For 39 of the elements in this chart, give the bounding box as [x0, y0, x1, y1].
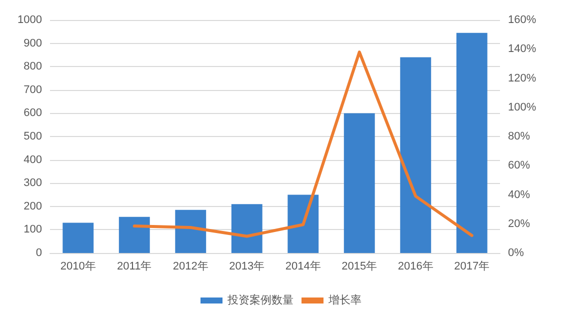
bar — [288, 194, 319, 253]
y-tick-label: 800 — [24, 60, 42, 73]
legend-label: 增长率 — [328, 294, 362, 306]
y2-tick-label: 160% — [508, 14, 536, 26]
y2-tick-label: 60% — [508, 160, 530, 172]
y2-tick-label: 40% — [508, 188, 530, 201]
bar — [456, 32, 488, 253]
x-tick-label: 2011年 — [117, 260, 152, 272]
y2-tick-label: 140% — [508, 43, 536, 56]
bar — [400, 57, 432, 253]
bar — [62, 222, 94, 253]
y2-tick-label: 20% — [508, 218, 530, 230]
x-tick-label: 2014年 — [285, 260, 321, 272]
y-tick-label: 0 — [36, 247, 42, 259]
y2-tick-label: 100% — [508, 101, 536, 114]
y-tick-label: 300 — [24, 177, 42, 190]
y2-tick-label: 0% — [508, 247, 524, 259]
y-tick-label: 200 — [24, 200, 42, 212]
x-tick-label: 2016年 — [398, 260, 434, 272]
bar — [344, 113, 375, 253]
x-tick-label: 2013年 — [229, 260, 265, 272]
y-tick-label: 400 — [24, 154, 42, 166]
y2-tick-label: 80% — [508, 130, 530, 142]
y2-tick-label: 120% — [508, 72, 536, 84]
x-tick-label: 2010年 — [60, 260, 96, 272]
y-tick-label: 1000 — [18, 14, 42, 26]
y-tick-label: 100 — [24, 224, 42, 236]
legend-label: 投资案例数量 — [226, 294, 294, 306]
bar — [175, 210, 206, 253]
y-tick-label: 700 — [24, 84, 42, 96]
x-tick-label: 2017年 — [454, 260, 490, 272]
y-tick-label: 900 — [24, 37, 42, 50]
x-tick-label: 2015年 — [342, 260, 378, 272]
bar — [231, 204, 262, 253]
x-tick-label: 2012年 — [172, 260, 208, 272]
line-series — [132, 50, 474, 238]
y-tick-label: 500 — [24, 130, 42, 142]
y-tick-label: 600 — [24, 107, 42, 120]
bar — [118, 216, 150, 253]
